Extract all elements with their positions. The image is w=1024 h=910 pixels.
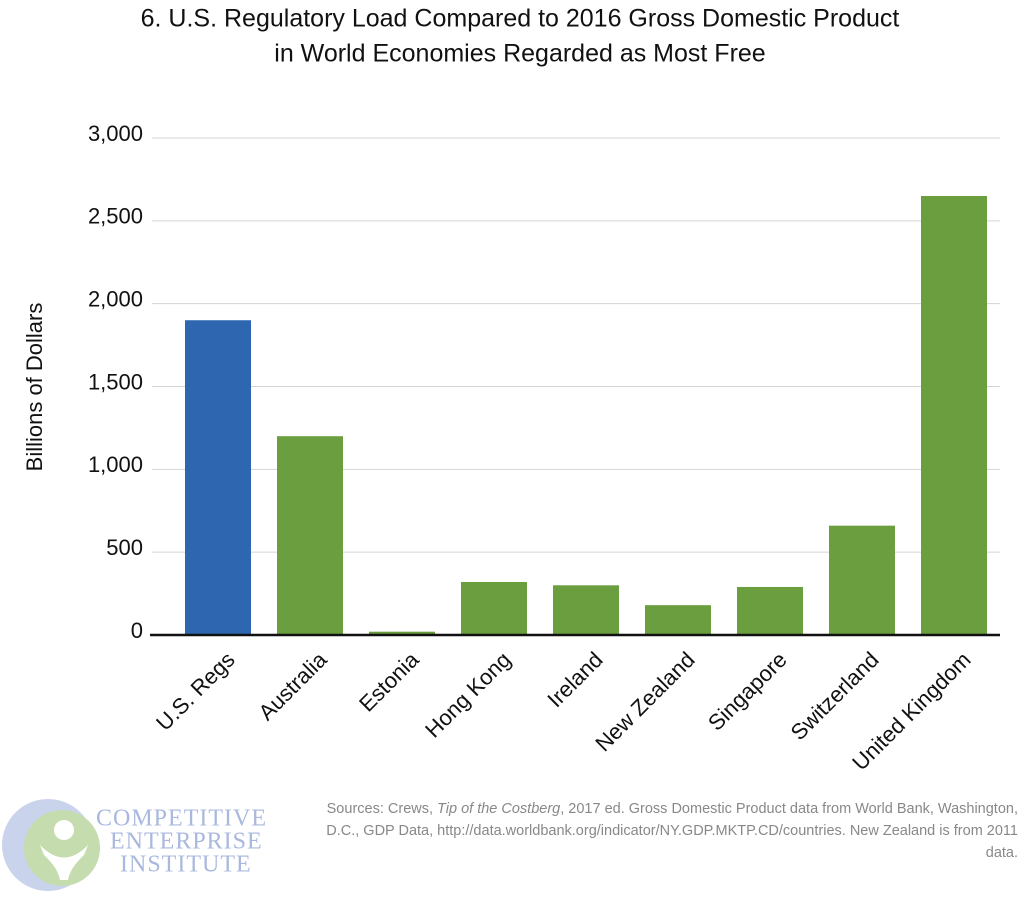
bar (369, 631, 435, 635)
logo-text: ENTERPRISE (110, 829, 263, 855)
bar (461, 581, 527, 635)
y-tick-label: 3,000 (88, 121, 143, 146)
bar (921, 195, 987, 635)
bar (277, 436, 343, 635)
logo-text: INSTITUTE (120, 852, 252, 878)
x-tick-label: Switzerland (786, 647, 884, 745)
y-tick-label: 1,500 (88, 369, 143, 394)
chart-title: in World Economies Regarded as Most Free (274, 40, 765, 68)
logo-head (54, 820, 74, 840)
bar (737, 586, 803, 635)
source-italic: Tip of the Costberg (437, 801, 561, 817)
x-tick-label: U.S. Regs (151, 647, 240, 736)
source-text: , 2017 ed. Gross Domestic Product data f… (326, 801, 1023, 861)
x-tick-label: Hong Kong (420, 647, 516, 743)
y-tick-label: 0 (131, 618, 143, 643)
source-text: Sources: Crews, (326, 801, 438, 817)
bar (185, 320, 251, 635)
bar (553, 585, 619, 635)
logo: COMPETITIVE ENTERPRISE INSTITUTE (2, 799, 267, 891)
y-axis-label: Billions of Dollars (22, 303, 47, 472)
bar (645, 605, 711, 635)
y-tick-label: 2,500 (88, 204, 143, 229)
y-tick-label: 2,000 (88, 286, 143, 311)
y-tick-label: 1,000 (88, 452, 143, 477)
chart-title: 6. U.S. Regulatory Load Compared to 2016… (141, 5, 900, 33)
x-tick-label: Singapore (703, 647, 792, 736)
bar (829, 525, 895, 635)
logo-text: COMPETITIVE (96, 806, 267, 832)
x-tick-label: New Zealand (590, 647, 699, 756)
source-note: Sources: Crews, Tip of the Costberg, 201… (318, 798, 1018, 864)
logo-circle (24, 810, 100, 886)
x-tick-label: Australia (253, 646, 332, 725)
x-tick-label: Ireland (542, 647, 607, 712)
x-tick-label: Estonia (354, 646, 424, 716)
logo-figure (40, 845, 88, 880)
y-tick-label: 500 (106, 535, 143, 560)
